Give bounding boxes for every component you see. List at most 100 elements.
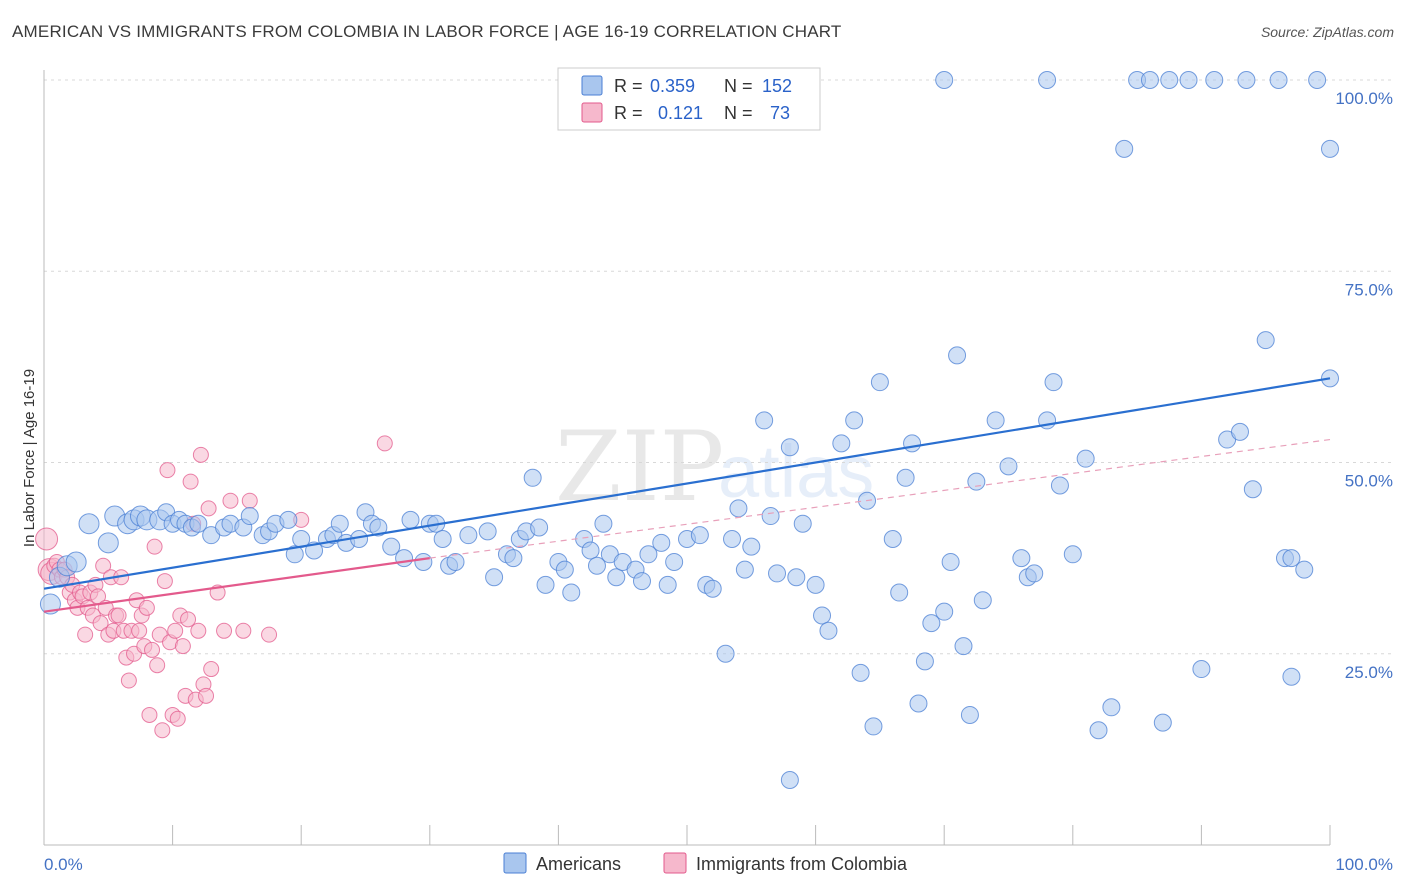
colombia-point	[167, 622, 184, 639]
americans-point	[78, 513, 100, 535]
americans-point	[279, 510, 298, 529]
americans-point	[97, 532, 119, 554]
americans-point	[851, 663, 870, 682]
americans-point	[768, 564, 787, 583]
americans-point	[819, 621, 838, 640]
colombia-point	[376, 435, 393, 452]
americans-point	[594, 514, 613, 533]
americans-point	[935, 71, 954, 89]
trend-lines	[43, 377, 1331, 613]
americans-point	[787, 568, 806, 587]
colombia-point	[35, 527, 59, 551]
americans-point	[1230, 422, 1249, 441]
americans-point	[1282, 667, 1301, 686]
americans-point	[870, 373, 889, 392]
americans-point	[240, 507, 259, 526]
legend-r-value-2: 0.121	[658, 103, 703, 123]
trend-line-colombia-extension	[429, 438, 1331, 559]
americans-point	[562, 583, 581, 602]
americans-point	[523, 468, 542, 487]
trend-line-americans	[43, 377, 1331, 590]
x-axis-ticks	[43, 825, 1331, 845]
colombia-point	[174, 638, 191, 655]
americans-point	[555, 560, 574, 579]
americans-point	[832, 434, 851, 453]
americans-point	[504, 549, 523, 568]
legend-r-value-1: 0.359	[650, 76, 695, 96]
x-tick-label: 100.0%	[1335, 855, 1393, 874]
americans-point	[1140, 71, 1159, 89]
legend-n-label-1: N =	[724, 76, 753, 96]
americans-point	[382, 537, 401, 556]
americans-point	[65, 551, 87, 573]
bottom-legend-swatch-americans	[503, 852, 527, 874]
americans-point	[967, 472, 986, 491]
legend-r-label-2: R =	[614, 103, 643, 123]
americans-point	[459, 526, 478, 545]
americans-point	[478, 522, 497, 541]
americans-point	[915, 652, 934, 671]
legend: R = 0.359 N = 152 R = 0.121 N = 73	[557, 67, 821, 131]
series-americans-points	[39, 71, 1339, 789]
americans-point	[793, 514, 812, 533]
americans-point	[1192, 660, 1211, 679]
y-axis-tick-labels: 25.0% 50.0% 75.0% 100.0%	[1335, 89, 1393, 682]
americans-point	[1321, 139, 1339, 158]
americans-point	[1063, 545, 1082, 564]
americans-point	[1115, 139, 1134, 158]
colombia-point	[169, 710, 186, 727]
bottom-legend-swatch-colombia	[663, 852, 687, 874]
americans-point	[703, 579, 722, 598]
colombia-point	[222, 492, 239, 509]
americans-point	[587, 556, 606, 575]
americans-point	[941, 552, 960, 571]
colombia-point	[154, 722, 171, 739]
americans-point	[189, 514, 208, 533]
americans-point	[1076, 449, 1095, 468]
colombia-point	[182, 473, 199, 490]
colombia-point	[144, 641, 161, 658]
legend-n-label-2: N =	[724, 103, 753, 123]
americans-point	[607, 568, 626, 587]
americans-point	[1308, 71, 1327, 89]
americans-point	[716, 644, 735, 663]
colombia-point	[200, 500, 217, 517]
colombia-point	[198, 687, 215, 704]
trend-line-colombia	[43, 557, 430, 613]
americans-point	[903, 434, 922, 453]
colombia-point	[146, 538, 163, 555]
americans-point	[639, 545, 658, 564]
americans-point	[780, 770, 799, 789]
americans-point	[330, 514, 349, 533]
americans-point	[999, 457, 1018, 476]
americans-point	[761, 507, 780, 526]
americans-point	[896, 468, 915, 487]
x-tick-label: 0.0%	[44, 855, 83, 874]
americans-point	[1205, 71, 1224, 89]
colombia-point	[120, 672, 137, 689]
americans-point	[658, 575, 677, 594]
americans-point	[1102, 698, 1121, 717]
americans-point	[883, 530, 902, 548]
x-axis-tick-labels: 0.0% 100.0%	[44, 855, 1393, 874]
americans-point	[948, 346, 967, 365]
colombia-point	[156, 573, 173, 590]
gridlines	[44, 79, 1392, 655]
y-tick-label: 75.0%	[1345, 280, 1393, 299]
watermark-zip: ZIP	[555, 411, 724, 523]
chart-title: AMERICAN VS IMMIGRANTS FROM COLOMBIA IN …	[12, 22, 842, 41]
americans-point	[414, 552, 433, 571]
americans-point	[922, 614, 941, 633]
colombia-point	[235, 622, 252, 639]
legend-r-label-1: R =	[614, 76, 643, 96]
americans-point	[433, 530, 452, 548]
americans-point	[1038, 71, 1057, 89]
americans-point	[755, 411, 774, 430]
americans-point	[1050, 476, 1069, 495]
americans-point	[690, 526, 709, 545]
colombia-point	[241, 492, 258, 509]
americans-point	[652, 533, 671, 552]
bottom-legend: Americans Immigrants from Colombia	[503, 852, 908, 874]
americans-point	[973, 591, 992, 610]
